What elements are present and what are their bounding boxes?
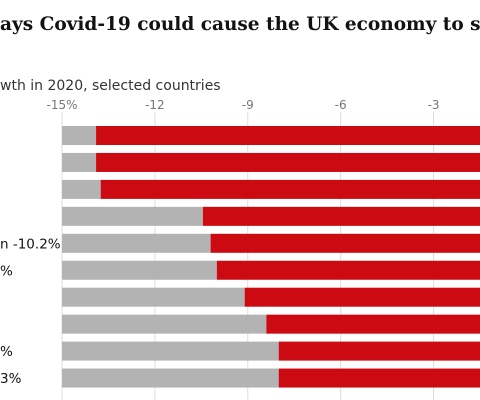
chart-title: ays Covid-19 could cause the UK economy … <box>0 14 480 35</box>
chart-subtitle: wth in 2020, selected countries <box>0 78 221 94</box>
x-axis-ticks: -15% -12 -9 -6 -3 <box>46 98 439 112</box>
bar-red-segment <box>210 233 480 253</box>
bar-gray-segment <box>62 314 267 334</box>
bar-red-segment <box>96 126 480 145</box>
bar-red-segment <box>266 314 480 334</box>
bar-gray-segment <box>62 126 97 145</box>
bar-gray-segment <box>62 341 279 361</box>
bar-red-segment <box>202 206 480 226</box>
x-tick-label: -15% <box>46 98 77 112</box>
category-labels: n -10.2%%% 3% <box>0 236 61 387</box>
bar-red-segment <box>100 179 480 199</box>
bar-red-segment <box>244 287 480 307</box>
category-label: % <box>0 344 13 360</box>
x-tick-label: -3 <box>428 98 440 112</box>
bar-gray-segment <box>62 206 203 226</box>
bar-red-segment <box>278 368 480 388</box>
bar-red-segment <box>96 152 480 172</box>
bars <box>62 126 480 388</box>
bar-red-segment <box>216 260 480 280</box>
bar-gray-segment <box>62 368 279 388</box>
category-label: % <box>0 263 13 279</box>
x-tick-label: -9 <box>242 98 254 112</box>
x-tick-label: -6 <box>335 98 347 112</box>
bar-gray-segment <box>62 152 97 172</box>
x-tick-label: -12 <box>145 98 165 112</box>
bar-chart: -15% -12 -9 -6 -3 n -10.2%%% 3% <box>0 98 480 400</box>
bar-gray-segment <box>62 179 101 199</box>
category-label: n -10.2% <box>0 236 61 252</box>
bar-red-segment <box>278 341 480 361</box>
bar-gray-segment <box>62 287 245 307</box>
category-label: 3% <box>0 371 22 387</box>
bar-gray-segment <box>62 233 211 253</box>
bar-gray-segment <box>62 260 217 280</box>
